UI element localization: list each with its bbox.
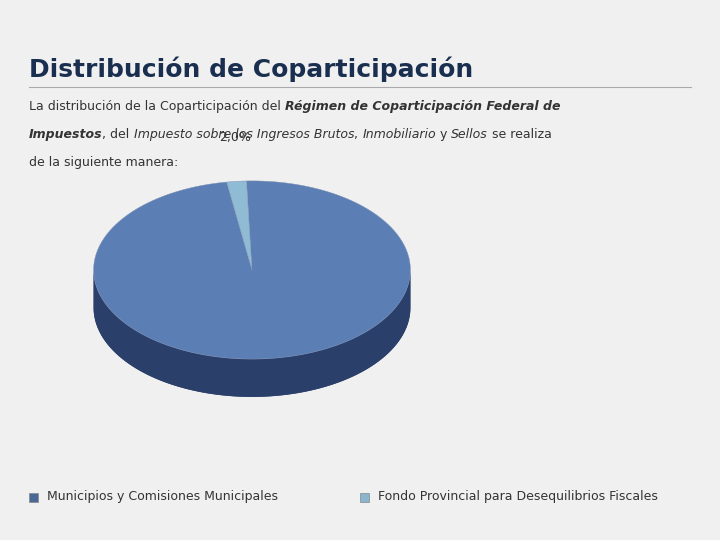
Text: de la siguiente manera:: de la siguiente manera: xyxy=(29,156,178,169)
Text: Sellos: Sellos xyxy=(451,128,488,141)
Text: La distribución de la Coparticipación del: La distribución de la Coparticipación de… xyxy=(29,100,284,113)
Text: Impuesto sobre los Ingresos Brutos: Impuesto sobre los Ingresos Brutos xyxy=(134,128,354,141)
Text: Fondo Provincial para Desequilibrios Fiscales: Fondo Provincial para Desequilibrios Fis… xyxy=(378,490,658,503)
Polygon shape xyxy=(227,181,252,270)
Polygon shape xyxy=(94,271,410,397)
Text: Distribución de Coparticipación: Distribución de Coparticipación xyxy=(29,57,473,82)
Bar xyxy=(360,493,369,502)
Text: Inmobiliario: Inmobiliario xyxy=(362,128,436,141)
Text: , del: , del xyxy=(102,128,134,141)
Text: ,: , xyxy=(354,128,362,141)
Text: Municipios y Comisiones Municipales: Municipios y Comisiones Municipales xyxy=(47,490,278,503)
Bar xyxy=(29,493,38,502)
Text: y: y xyxy=(436,128,451,141)
Polygon shape xyxy=(94,181,410,359)
Text: se realiza: se realiza xyxy=(488,128,552,141)
Text: 2,0%: 2,0% xyxy=(219,131,251,144)
Text: Régimen de Coparticipación Federal de: Régimen de Coparticipación Federal de xyxy=(284,100,560,113)
Text: Impuestos: Impuestos xyxy=(29,128,102,141)
Polygon shape xyxy=(94,270,410,397)
